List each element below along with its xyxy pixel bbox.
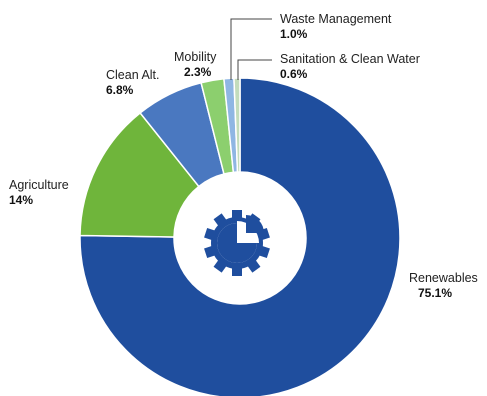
value-waste-management: 1.0% bbox=[280, 27, 308, 41]
label-waste-management: Waste Management bbox=[280, 12, 392, 26]
slice-agriculture bbox=[79, 111, 200, 238]
gear-tooth bbox=[232, 210, 242, 220]
value-clean-alt: 6.8% bbox=[106, 83, 134, 97]
slice-renewables bbox=[79, 77, 401, 396]
gear-pie-chart-icon bbox=[204, 210, 270, 276]
gear-tooth bbox=[213, 213, 228, 228]
slice-sanitation-clean-water bbox=[233, 77, 241, 173]
label-mobility: Mobility bbox=[174, 50, 217, 64]
donut-slices bbox=[79, 77, 401, 396]
label-sanitation-clean-water: Sanitation & Clean Water bbox=[280, 52, 420, 66]
leader-line-sanitation bbox=[237, 59, 272, 80]
gear-tooth bbox=[246, 258, 261, 273]
gear-tooth bbox=[232, 266, 242, 276]
gear-tooth bbox=[213, 258, 228, 273]
label-renewables: Renewables bbox=[409, 271, 478, 285]
leader-lines bbox=[230, 18, 272, 80]
label-agriculture: Agriculture bbox=[9, 178, 69, 192]
value-agriculture: 14% bbox=[9, 193, 33, 207]
value-renewables: 75.1% bbox=[418, 286, 452, 300]
value-mobility: 2.3% bbox=[184, 65, 212, 79]
gear-tooth bbox=[204, 228, 217, 241]
gear-tooth bbox=[204, 245, 217, 258]
label-clean-alt: Clean Alt. bbox=[106, 68, 160, 82]
leader-line-waste-management bbox=[230, 18, 272, 80]
gear-tooth bbox=[257, 245, 270, 258]
value-sanitation-clean-water: 0.6% bbox=[280, 67, 308, 81]
